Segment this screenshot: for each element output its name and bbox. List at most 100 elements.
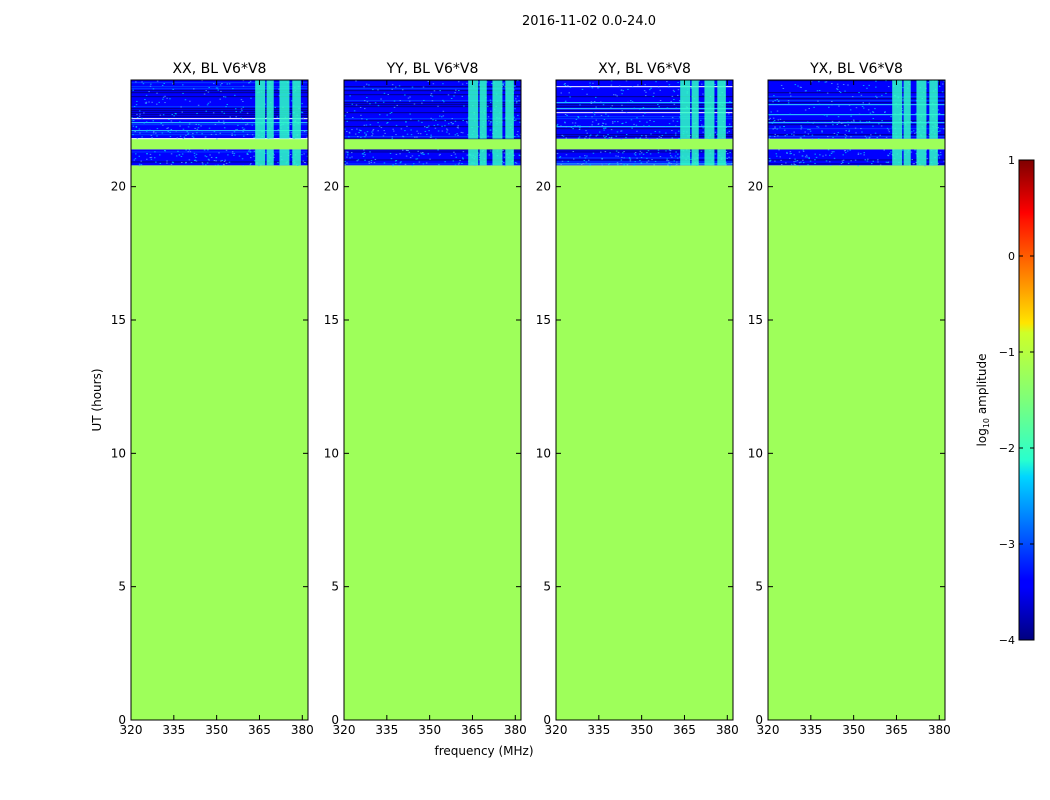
flat-band: [131, 138, 308, 150]
rfi-band: [255, 80, 266, 120]
rfi-band: [691, 120, 699, 139]
panel-3: XY, BL V6*V8 320 335 350 365 380 0 5 10 15 20: [536, 61, 739, 737]
colorbar-label: log10 amplitude: [975, 354, 991, 447]
rfi-band: [929, 80, 938, 120]
y-tick-label: 10: [324, 446, 339, 460]
colorbar-tick-label: 0: [1008, 250, 1015, 263]
rfi-band: [292, 80, 301, 120]
x-tick-label: 335: [587, 723, 610, 737]
y-tick-label: 15: [748, 313, 763, 327]
x-tick-label: 380: [504, 723, 527, 737]
rfi-band: [492, 120, 503, 139]
rfi-band: [717, 149, 726, 166]
y-tick-label: 15: [324, 313, 339, 327]
y-tick-label: 5: [331, 580, 339, 594]
y-tick-label: 10: [536, 446, 551, 460]
rfi-band: [479, 120, 487, 139]
rfi-band: [255, 120, 266, 139]
x-tick-label: 350: [418, 723, 441, 737]
colorbar: 1 0 −1 −2 −3 −4 log10 amplitude: [975, 154, 1035, 647]
y-tick-label: 20: [111, 180, 126, 194]
y-tick-label: 15: [536, 313, 551, 327]
axes-frame: [767, 79, 946, 721]
rfi-band: [680, 80, 691, 120]
y-tick-label: 10: [111, 446, 126, 460]
data-segment: [131, 149, 308, 167]
y-tick-label: 20: [324, 180, 339, 194]
x-tick-label: 365: [461, 723, 484, 737]
rfi-band: [916, 149, 927, 166]
uniform-region: [131, 165, 308, 720]
y-tick-label: 0: [331, 713, 339, 727]
data-segment: [556, 149, 733, 167]
colorbar-tick-label: −1: [999, 346, 1015, 359]
x-tick-label: 320: [333, 723, 356, 737]
y-tick-label: 15: [111, 313, 126, 327]
colorbar-tick-label: −3: [999, 538, 1015, 551]
axes-frame: [555, 79, 734, 721]
x-tick-label: 365: [248, 723, 271, 737]
flat-band: [344, 138, 521, 150]
x-tick-label: 350: [630, 723, 653, 737]
rfi-band: [279, 120, 290, 139]
axes-frame: [130, 79, 309, 721]
data-segment: [768, 120, 945, 140]
colorbar-tick-label: −4: [999, 634, 1015, 647]
x-axis-label: frequency (MHz): [434, 744, 533, 758]
rfi-band: [255, 149, 266, 166]
panel-title: YX, BL V6*V8: [809, 61, 903, 77]
rfi-band: [292, 120, 301, 139]
suptitle: 2016-11-02 0.0-24.0: [522, 14, 656, 29]
heatmap-image: [344, 80, 521, 720]
x-tick-label: 335: [375, 723, 398, 737]
rfi-band: [468, 80, 479, 120]
panel-2: YY, BL V6*V8 320 335 350 365 380 0 5 10 15 20: [324, 61, 527, 737]
data-segment: [768, 80, 945, 121]
rfi-band: [929, 120, 938, 139]
y-tick-label: 5: [755, 580, 763, 594]
rfi-band: [505, 80, 514, 120]
rfi-band: [691, 80, 699, 120]
rfi-band: [892, 149, 903, 166]
y-tick-label: 5: [543, 580, 551, 594]
y-tick-label: 0: [118, 713, 126, 727]
axes-frame: [343, 79, 522, 721]
data-segment: [556, 120, 733, 140]
rfi-band: [479, 149, 487, 166]
data-segment: [344, 149, 521, 167]
rfi-band: [680, 120, 691, 139]
rfi-band: [916, 80, 927, 120]
y-tick-label: 0: [755, 713, 763, 727]
x-tick-label: 350: [842, 723, 865, 737]
rfi-band: [266, 149, 274, 166]
rfi-band: [892, 120, 903, 139]
rfi-band: [479, 80, 487, 120]
rfi-band: [903, 80, 911, 120]
x-tick-label: 380: [716, 723, 739, 737]
panel-title: XX, BL V6*V8: [173, 61, 267, 77]
rfi-band: [717, 80, 726, 120]
colorbar-tick-label: 1: [1008, 154, 1015, 167]
y-tick-label: 10: [748, 446, 763, 460]
rfi-band: [903, 120, 911, 139]
heatmap-image: [556, 80, 733, 720]
x-tick-label: 365: [673, 723, 696, 737]
flat-band: [556, 138, 733, 150]
heatmap-image: [768, 80, 945, 720]
panel-1: XX, BL V6*V8 320 335 350 365 380 0 5 10 15 20: [111, 61, 314, 737]
rfi-band: [691, 149, 699, 166]
x-tick-label: 320: [120, 723, 143, 737]
x-tick-label: 335: [799, 723, 822, 737]
rfi-band: [279, 80, 290, 120]
data-segment: [556, 80, 733, 121]
panel-title: YY, BL V6*V8: [386, 61, 479, 77]
uniform-region: [768, 165, 945, 720]
rfi-band: [892, 80, 903, 120]
flat-band: [768, 138, 945, 150]
data-segment: [131, 120, 308, 140]
uniform-region: [344, 165, 521, 720]
rfi-band: [704, 149, 715, 166]
rfi-band: [468, 149, 479, 166]
rfi-band: [929, 149, 938, 166]
